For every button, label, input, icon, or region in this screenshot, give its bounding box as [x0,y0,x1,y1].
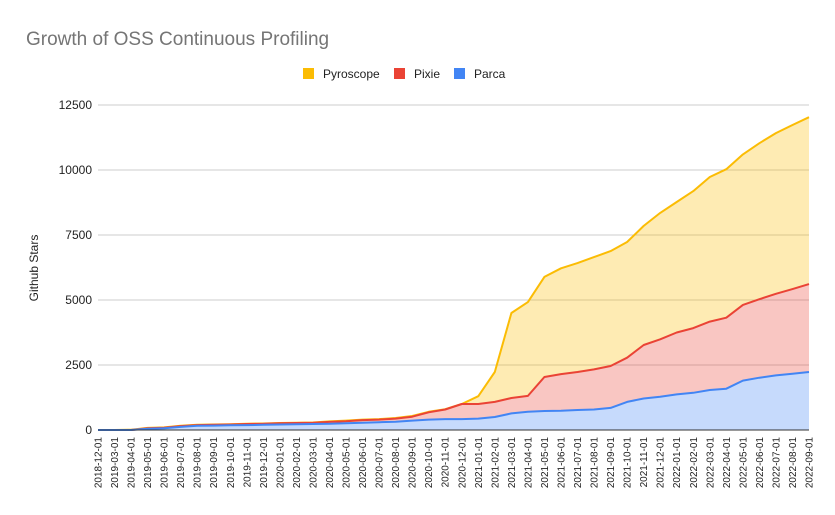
area-pixie [98,284,809,430]
legend-label-pyroscope: Pyroscope [323,67,380,81]
x-tick-label: 2022-05-01 [738,437,749,489]
y-tick-label: 12500 [59,98,93,112]
area-pyroscope [98,117,809,430]
x-tick-label: 2019-12-01 [259,437,270,489]
x-tick-label: 2019-11-01 [242,437,253,488]
x-tick-label: 2020-09-01 [408,437,419,489]
legend-label-pixie: Pixie [414,67,440,81]
areas [98,116,810,431]
x-tick-label: 2021-03-01 [507,437,518,489]
x-tick-label: 2020-05-01 [342,437,353,489]
x-tick-label: 2021-07-01 [573,437,584,489]
x-tick-label: 2020-11-01 [441,437,452,488]
x-tick-label: 2019-05-01 [143,437,154,489]
x-tick-label: 2022-07-01 [771,437,782,489]
x-tick-label: 2021-06-01 [557,437,568,489]
x-tick-label: 2019-08-01 [193,437,204,489]
y-tick-label: 0 [85,423,92,437]
x-tick-label: 2019-09-01 [209,437,220,489]
x-tick-label: 2021-02-01 [490,437,501,489]
x-tick-label: 2020-10-01 [424,437,435,489]
x-tick-label: 2022-02-01 [689,437,700,489]
x-tick-label: 2022-04-01 [722,437,733,489]
y-tick-label: 5000 [65,293,92,307]
y-axis-label: Github Stars [27,235,41,302]
x-tick-label: 2019-04-01 [127,437,138,489]
x-tick-label: 2022-08-01 [788,437,799,489]
legend-swatch-pyroscope [303,68,314,79]
x-tick-label: 2020-08-01 [391,437,402,489]
line-parca [98,371,810,431]
x-tick-label: 2019-06-01 [160,437,171,489]
legend-label-parca: Parca [474,67,506,81]
x-tick-label: 2020-12-01 [457,437,468,489]
area-parca [98,372,809,430]
x-tick-label: 2019-03-01 [110,437,121,489]
legend-swatch-parca [454,68,465,79]
y-tick-label: 2500 [65,358,92,372]
x-tick-label: 2020-07-01 [375,437,386,489]
x-tick-label: 2022-01-01 [672,437,683,489]
x-tick-label: 2020-03-01 [309,437,320,489]
x-tick-label: 2021-04-01 [523,437,534,489]
x-tick-label: 2021-05-01 [540,437,551,489]
chart-title: Growth of OSS Continuous Profiling [26,29,329,50]
legend-swatch-pixie [394,68,405,79]
x-tick-label: 2021-01-01 [474,437,485,489]
x-tick-label: 2021-08-01 [590,437,601,489]
x-tick-label: 2019-07-01 [176,437,187,489]
x-tick-label: 2022-09-01 [805,437,816,489]
x-tick-label: 2021-12-01 [656,437,667,489]
y-tick-label: 7500 [65,228,92,242]
grid: 0 2500 5000 7500 10000 12500 [59,98,809,437]
y-tick-label: 10000 [59,163,93,177]
x-tick-labels: 2018-12-01 2019-03-01 2019-04-01 2019-05-01… [94,437,816,489]
x-tick-label: 2019-10-01 [226,437,237,489]
x-tick-label: 2022-06-01 [755,437,766,489]
x-tick-label: 2020-04-01 [325,437,336,489]
x-tick-label: 2021-10-01 [623,437,634,489]
x-tick-label: 2020-06-01 [358,437,369,489]
x-tick-label: 2020-02-01 [292,437,303,489]
x-tick-label: 2022-03-01 [705,437,716,489]
x-tick-label: 2021-11-01 [639,437,650,488]
x-tick-label: 2018-12-01 [94,437,105,489]
x-tick-label: 2021-09-01 [606,437,617,489]
x-tick-label: 2020-01-01 [275,437,286,489]
legend: Pyroscope Pixie Parca [303,67,506,81]
